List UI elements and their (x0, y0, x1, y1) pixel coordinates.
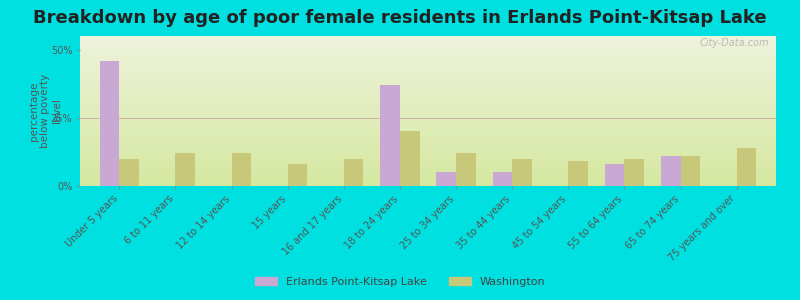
Y-axis label: percentage
below poverty
level: percentage below poverty level (29, 74, 62, 148)
Bar (119, 159, 139, 186)
Text: Breakdown by age of poor female residents in Erlands Point-Kitsap Lake: Breakdown by age of poor female resident… (33, 9, 767, 27)
Bar (681, 156, 700, 186)
Bar (568, 161, 588, 186)
Text: City-Data.com: City-Data.com (699, 38, 769, 47)
Bar (380, 85, 400, 186)
Bar (100, 61, 119, 186)
Bar (512, 159, 532, 186)
Bar (344, 159, 363, 186)
Bar (605, 164, 625, 186)
Bar (661, 156, 681, 186)
Bar (437, 172, 456, 186)
Bar (737, 148, 756, 186)
Bar (456, 153, 476, 186)
Bar (231, 153, 251, 186)
Bar (288, 164, 307, 186)
Bar (625, 159, 644, 186)
Bar (400, 131, 419, 186)
Legend: Erlands Point-Kitsap Lake, Washington: Erlands Point-Kitsap Lake, Washington (250, 273, 550, 291)
Bar (493, 172, 512, 186)
Bar (175, 153, 195, 186)
